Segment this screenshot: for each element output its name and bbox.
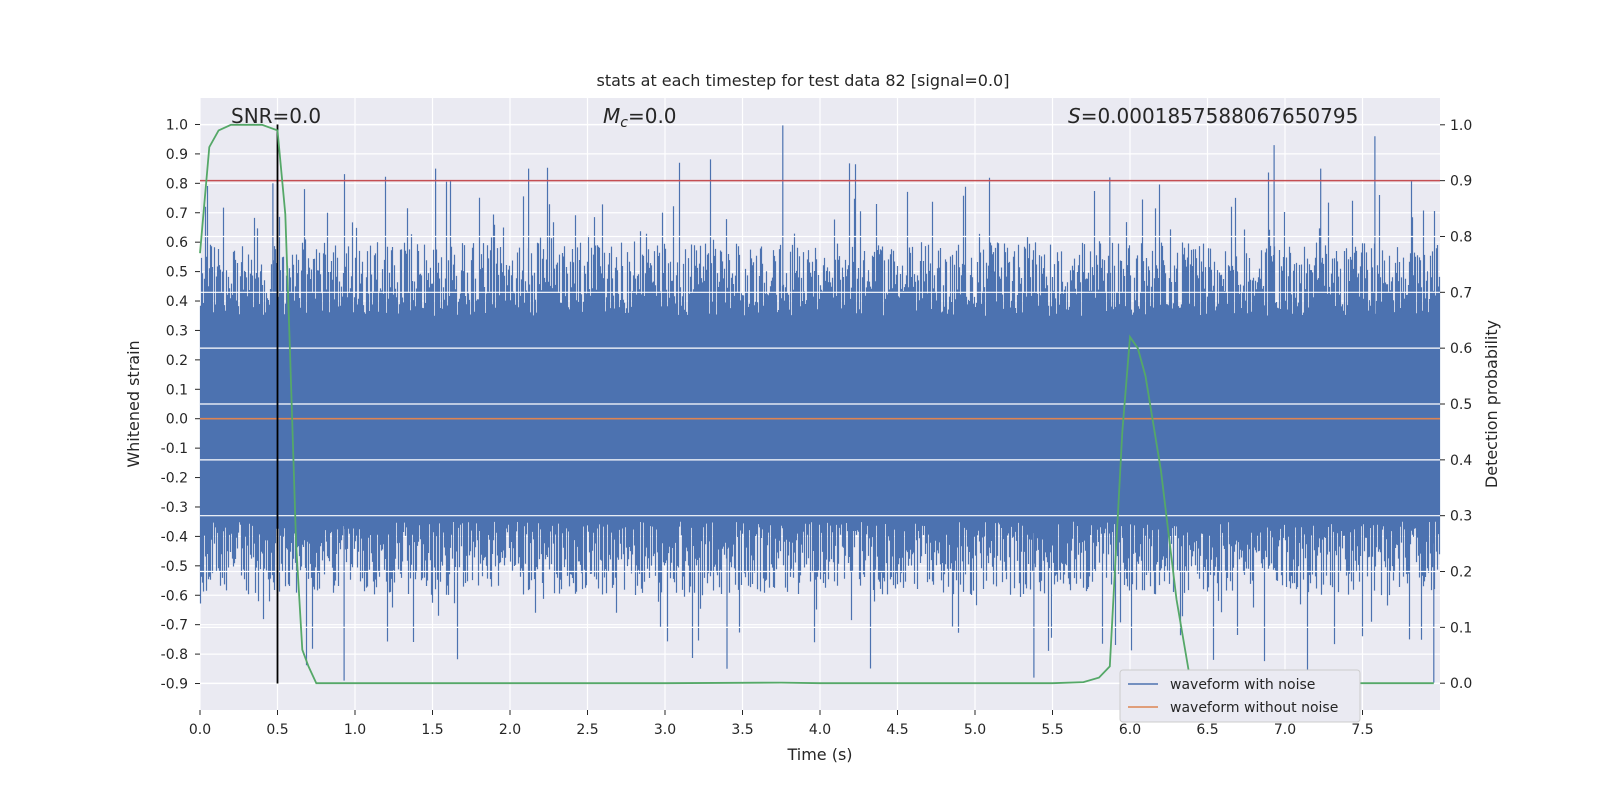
legend-box [1119, 669, 1361, 723]
x-tick-label: 1.5 [421, 722, 443, 738]
x-tick-label: 3.0 [654, 722, 676, 738]
x-axis-label: Time (s) [786, 745, 852, 764]
y-left-tick-label: -0.8 [161, 647, 188, 663]
series-lines [199, 123, 1440, 685]
y-right-tick-label: 0.2 [1450, 565, 1472, 581]
annotation-chirp-mass-symbol: M [603, 104, 620, 128]
y-left-tick-label: -0.7 [161, 618, 188, 634]
y-left-tick-label: -0.2 [161, 471, 188, 487]
y-left-tick-label: 0.7 [166, 206, 188, 222]
y-left-tick-label: 0.6 [166, 235, 188, 251]
y-right-tick-label: 0.8 [1450, 229, 1472, 245]
y-left-tick-label: 0.4 [166, 294, 188, 310]
x-tick-label: 2.0 [499, 722, 521, 738]
legend-label-waveform-with-noise: waveform with noise [1170, 677, 1315, 693]
axes: 0.0 0.5 1.0 1.5 2.0 2.5 3.0 3.5 4.0 4.5 5.0 5.5 6.0 6… [161, 117, 1473, 738]
y-left-tick-label: -0.4 [161, 529, 188, 545]
x-tick-label: 7.5 [1351, 722, 1373, 738]
y-left-tick-label: 0.3 [166, 323, 188, 339]
x-tick-label: 4.5 [886, 722, 908, 738]
y-right-tick-label: 0.6 [1450, 341, 1472, 357]
x-tick-label: 4.0 [809, 722, 831, 738]
annotation-chirp-mass-value: =0.0 [628, 104, 677, 128]
y-right-tick-label: 0.1 [1450, 620, 1472, 636]
y-left-tick-label: -0.6 [161, 588, 188, 604]
waveform-with-noise-line [199, 124, 1441, 684]
y-left-tick-label: 1.0 [166, 117, 188, 133]
x-tick-label: 7.0 [1274, 722, 1296, 738]
y-left-tick-label: 0.0 [166, 412, 188, 428]
y-left-tick-label: 0.8 [166, 176, 188, 192]
x-tick-label: 5.5 [1041, 722, 1063, 738]
series-waveform-with-noise [199, 124, 1441, 684]
y-left-tick-label: -0.3 [161, 500, 188, 516]
annotation-s-value: =0.0001857588067650795 [1081, 104, 1359, 128]
y-left-tick-label: 0.5 [166, 265, 188, 281]
y-axis-right-label: Detection probability [1482, 320, 1501, 488]
x-tick-label: 5.0 [964, 722, 986, 738]
y-right-tick-label: 0.7 [1450, 285, 1472, 301]
y-right-tick-label: 0.5 [1450, 397, 1472, 413]
legend: waveform with noise waveform without noi… [1119, 669, 1361, 723]
chart-title: stats at each timestep for test data 82 … [597, 71, 1010, 90]
x-tick-label: 0.5 [266, 722, 288, 738]
x-tick-label: 1.0 [344, 722, 366, 738]
y-left-tick-label: 0.2 [166, 353, 188, 369]
y-left-tick-label: -0.5 [161, 559, 188, 575]
annotation-s-symbol: S [1068, 104, 1081, 128]
y-axis-left-label: Whitened strain [124, 340, 143, 467]
y-right-tick-label: 1.0 [1450, 118, 1472, 134]
y-left-tick-label: 0.9 [166, 147, 188, 163]
annotation-s-statistic: S=0.0001857588067650795 [1068, 104, 1358, 128]
y-right-tick-label: 0.0 [1450, 676, 1472, 692]
x-tick-label: 6.5 [1196, 722, 1218, 738]
x-tick-label: 3.5 [731, 722, 753, 738]
y-left-tick-label: 0.1 [166, 382, 188, 398]
annotation-chirp-mass: Mc=0.0 [603, 104, 677, 131]
x-tick-label: 2.5 [576, 722, 598, 738]
x-tick-label: 6.0 [1119, 722, 1141, 738]
annotation-snr: SNR=0.0 [231, 104, 321, 128]
legend-label-waveform-without-noise: waveform without noise [1170, 700, 1338, 716]
x-tick-label: 0.0 [189, 722, 211, 738]
y-right-tick-label: 0.9 [1450, 174, 1472, 190]
y-left-tick-label: -0.1 [161, 441, 188, 457]
y-right-tick-label: 0.3 [1450, 509, 1472, 525]
annotation-chirp-mass-sub: c [620, 115, 628, 131]
y-right-tick-label: 0.4 [1450, 453, 1472, 469]
detection-probability-line [199, 123, 1434, 685]
y-left-tick-label: -0.9 [161, 677, 188, 693]
annotations: SNR=0.0 Mc=0.0 S=0.0001857588067650795 [231, 104, 1358, 131]
